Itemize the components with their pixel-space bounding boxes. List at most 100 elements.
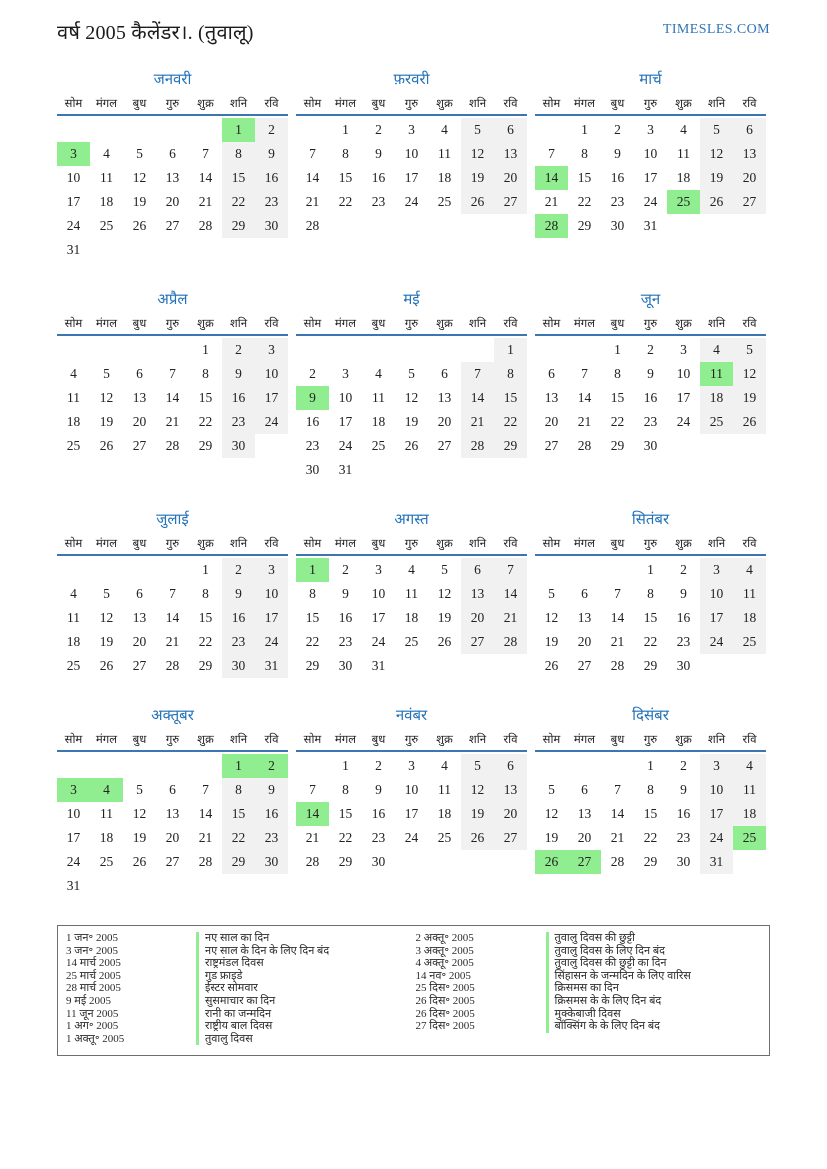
day-cell: 12 (700, 142, 733, 166)
day-cell: 20 (132, 634, 147, 649)
day-cell: 6 (733, 118, 766, 142)
day-cell: 5 (548, 782, 555, 797)
day-cell: 29 (338, 854, 353, 869)
day-cell: 29 (198, 438, 213, 453)
legend-date: 27 दिस॰ 2005 (415, 1020, 475, 1033)
month-title: अप्रैल (157, 292, 188, 308)
day-cell: 29 (643, 854, 658, 869)
week-row: 10 11 12 13 14 15 16 (57, 166, 288, 190)
month-title: जुलाई (156, 512, 189, 528)
legend-row: 26 दिस॰ 2005 मुक्केबाजी दिवस (416, 1007, 766, 1021)
legend-description: क्रिसमस के के लिए दिन बंद (545, 994, 661, 1008)
weekday-label: सोम (64, 734, 83, 746)
day-cell: 12 (404, 390, 419, 405)
day-cell: 30 (338, 658, 353, 673)
empty-day-cell (461, 458, 494, 482)
weekday-label: शुक्र (197, 318, 214, 330)
day-cell: 19 (461, 166, 494, 190)
weekday-header-row: सोम मंगल बुध गुरु शुक्र शनि रवि (535, 316, 766, 336)
day-cell: 4 (90, 778, 123, 802)
day-cell: 7 (202, 782, 209, 797)
day-cell: 27 (494, 826, 527, 850)
day-cell: 17 (404, 806, 419, 821)
empty-day-cell (57, 118, 90, 142)
day-cell: 1 (647, 758, 654, 773)
week-row: 12 13 14 15 16 17 18 (535, 606, 766, 630)
day-cell: 27 (461, 630, 494, 654)
empty-day-cell (255, 434, 288, 458)
day-cell: 23 (338, 634, 353, 649)
weekday-label: बुध (371, 734, 386, 746)
day-cell: 14 (198, 806, 213, 821)
day-cell: 6 (169, 146, 176, 161)
day-cell: 12 (99, 390, 114, 405)
legend-description: गुड फ्राइडे (196, 969, 242, 983)
day-cell: 22 (577, 194, 592, 209)
day-cell: 9 (255, 778, 288, 802)
day-cell: 5 (461, 754, 494, 778)
day-cell: 8 (647, 586, 654, 601)
week-row: 5 6 7 8 9 10 11 (535, 582, 766, 606)
legend-column-left: 1 जन॰ 2005 नए साल का दिन 3 जन॰ 2005 नए साल … (66, 932, 416, 1046)
weekday-label: शनि (468, 318, 487, 330)
empty-day-cell (255, 238, 288, 262)
week-row: 24 25 26 27 28 29 30 (57, 850, 288, 874)
legend-description: नए साल के दिन के लिए दिन बंद (196, 944, 329, 958)
weekday-label: मंगल (95, 538, 118, 550)
weekday-label: गुरु (643, 318, 658, 330)
day-cell: 30 (255, 850, 288, 874)
week-row: 4 5 6 7 8 9 10 (57, 582, 288, 606)
week-row: 29 30 31 (296, 654, 527, 678)
day-cell: 6 (461, 558, 494, 582)
day-cell: 10 (404, 782, 419, 797)
week-row: 28 (296, 214, 527, 238)
legend-row: 26 दिस॰ 2005 क्रिसमस के के लिए दिन बंद (416, 994, 766, 1008)
day-cell: 2 (680, 758, 687, 773)
empty-day-cell (296, 754, 329, 778)
legend-row: 28 मार्च 2005 ईस्टर सोमवार (66, 982, 416, 995)
day-cell: 29 (198, 658, 213, 673)
day-cell: 14 (494, 582, 527, 606)
day-cell: 18 (676, 170, 691, 185)
day-cell: 12 (132, 806, 147, 821)
weekday-label: मंगल (334, 318, 357, 330)
empty-day-cell (461, 850, 494, 874)
day-cell: 3 (342, 366, 349, 381)
day-cell: 5 (461, 118, 494, 142)
empty-day-cell (568, 754, 601, 778)
empty-day-cell (156, 754, 189, 778)
weekday-label: बुध (610, 98, 625, 110)
empty-day-cell (329, 338, 362, 362)
day-cell: 23 (305, 438, 320, 453)
empty-day-cell (461, 214, 494, 238)
weekday-label: मंगल (95, 734, 118, 746)
day-cell: 19 (99, 414, 114, 429)
day-cell: 26 (544, 658, 559, 673)
day-cell: 2 (309, 366, 316, 381)
legend-row: 25 मार्च 2005 गुड फ्राइडे (66, 969, 416, 983)
week-row: 18 19 20 21 22 23 24 (57, 410, 288, 434)
empty-day-cell (395, 338, 428, 362)
day-cell: 22 (338, 830, 353, 845)
empty-day-cell (189, 874, 222, 898)
legend-description: रानी का जन्मदिन (196, 1007, 271, 1021)
week-row: 10 11 12 13 14 15 16 (57, 802, 288, 826)
empty-day-cell (461, 338, 494, 362)
day-cell: 2 (222, 558, 255, 582)
weekday-label: मंगल (334, 538, 357, 550)
day-cell: 4 (375, 366, 382, 381)
day-cell: 23 (222, 630, 255, 654)
day-cell: 16 (371, 806, 386, 821)
day-cell: 27 (568, 850, 601, 874)
weekday-label: मंगल (573, 318, 596, 330)
day-cell: 20 (461, 606, 494, 630)
empty-day-cell (733, 850, 766, 874)
page-title: वर्ष 2005 कैलेंडर।. (तुवालू) (57, 22, 254, 44)
weekday-label: शनि (229, 538, 248, 550)
site-link[interactable]: TIMESLES.COM (662, 22, 770, 37)
empty-day-cell (57, 754, 90, 778)
day-cell: 18 (66, 634, 81, 649)
day-cell: 15 (198, 610, 213, 625)
